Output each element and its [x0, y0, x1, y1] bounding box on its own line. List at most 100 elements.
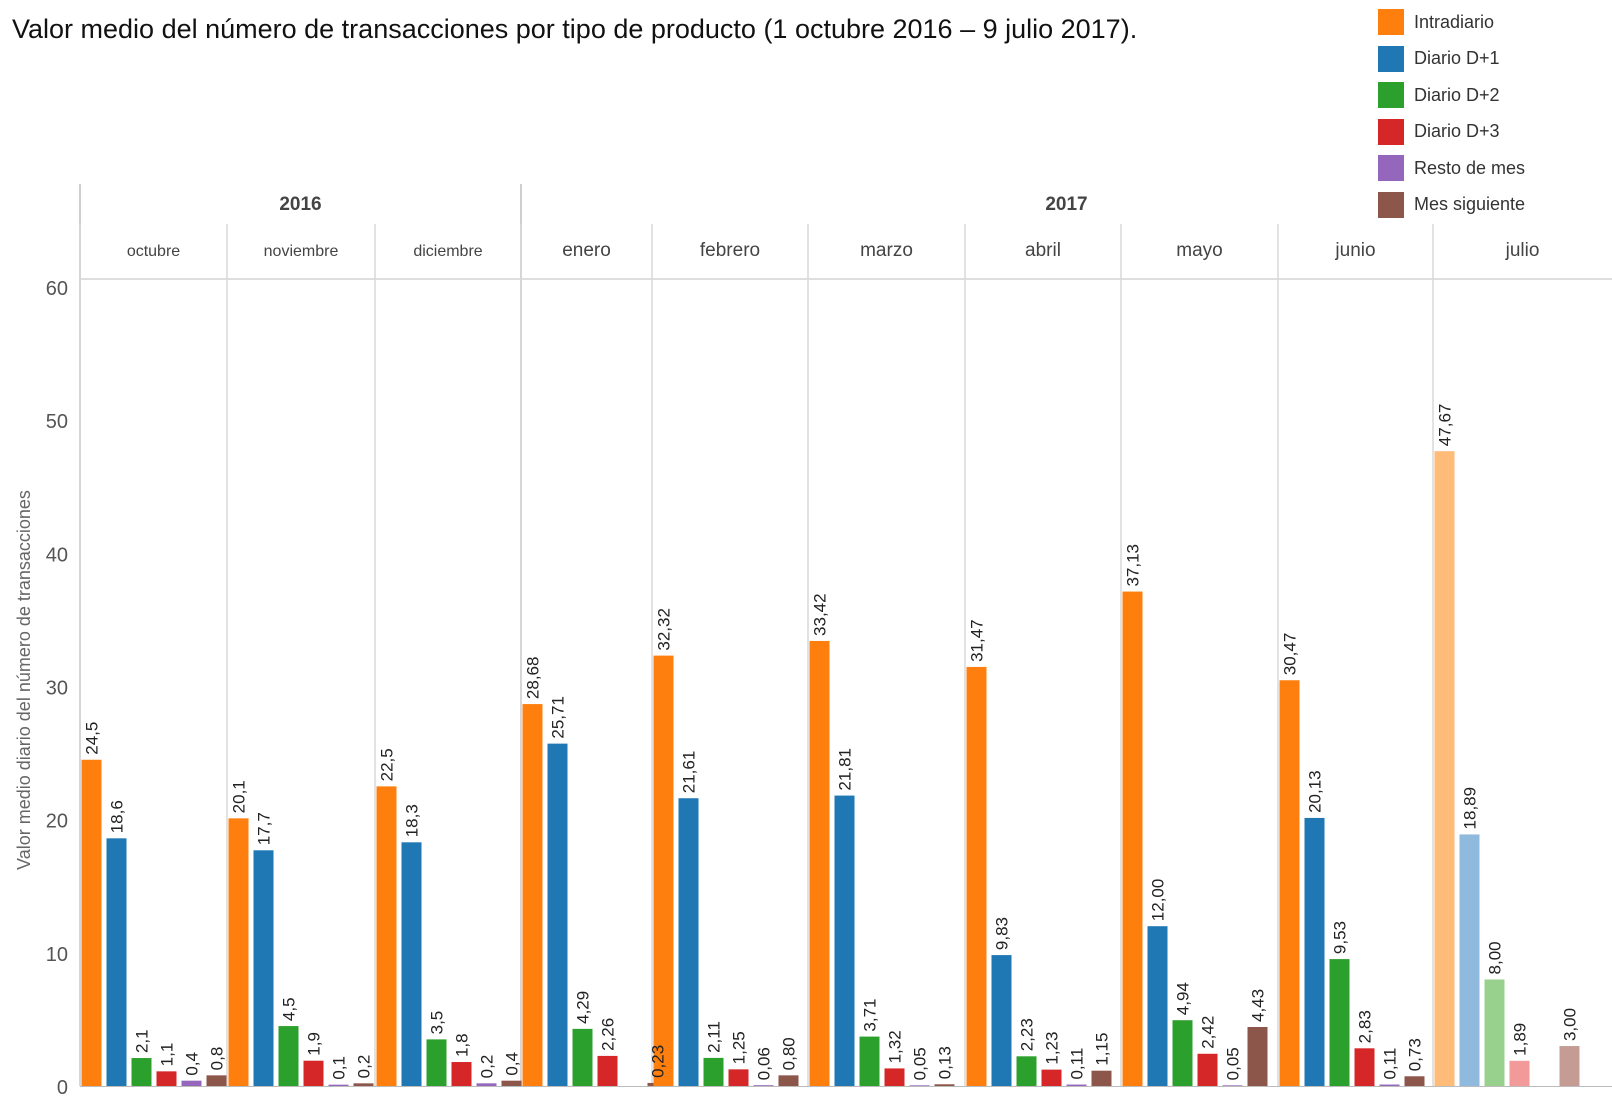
- legend-label: Resto de mes: [1414, 157, 1526, 178]
- data-label-mes-siguiente-mayo: 4,43: [1249, 989, 1268, 1022]
- data-label-intradiario-marzo: 33,42: [811, 593, 830, 636]
- bar-intradiario-enero: [522, 704, 543, 1086]
- data-label-intradiario-noviembre: 20,1: [230, 780, 249, 813]
- bar-diario-d-3-octubre: [156, 1071, 177, 1086]
- data-label-intradiario-diciembre: 22,5: [378, 748, 397, 781]
- legend-item-diario-d-1[interactable]: Diario D+1: [1378, 41, 1525, 78]
- bar-diario-d-2-enero: [572, 1028, 593, 1086]
- legend-label: Mes siguiente: [1414, 194, 1526, 215]
- data-label-diario-d-3-febrero: 1,25: [730, 1031, 749, 1064]
- legend-item-intradiario[interactable]: Intradiario: [1378, 4, 1525, 41]
- data-label-diario-d-2-mayo: 4,94: [1174, 982, 1193, 1015]
- bar-intradiario-julio: [1434, 451, 1455, 1087]
- bar-diario-d-3-febrero: [728, 1069, 749, 1086]
- bar-mes-siguiente-marzo: [934, 1084, 955, 1086]
- y-axis: 0 10 20 30 40 50 60 Valor medio diario del núme…: [14, 278, 68, 1099]
- bar-diario-d-2-febrero: [703, 1057, 724, 1086]
- month-label-octubre: octubre: [127, 243, 180, 260]
- bar-diario-d-2-mayo: [1172, 1020, 1193, 1086]
- bar-diario-d-3-julio: [1509, 1060, 1530, 1086]
- data-label-diario-d-2-octubre: 2,1: [133, 1029, 152, 1053]
- legend-swatch: [1378, 118, 1404, 145]
- bar-diario-d-1-junio: [1304, 817, 1325, 1086]
- bar-mes-siguiente-noviembre: [353, 1083, 374, 1086]
- legend-item-diario-d-3[interactable]: Diario D+3: [1378, 114, 1525, 151]
- data-label-resto-de-mes-febrero: 0,06: [755, 1047, 774, 1080]
- month-label-diciembre: diciembre: [413, 243, 482, 260]
- data-label-mes-siguiente-enero: 0,23: [649, 1045, 668, 1078]
- data-label-intradiario-abril: 31,47: [968, 619, 987, 662]
- bar-mes-siguiente-abril: [1091, 1070, 1112, 1086]
- data-label-diario-d-3-noviembre: 1,9: [305, 1032, 324, 1056]
- bar-resto-de-mes-diciembre: [476, 1083, 497, 1086]
- month-label-febrero: febrero: [700, 240, 760, 261]
- year-label-2017: 2017: [1045, 194, 1087, 215]
- data-label-mes-siguiente-diciembre: 0,4: [503, 1052, 522, 1076]
- bar-resto-de-mes-octubre: [181, 1080, 202, 1086]
- bar-diario-d-1-mayo: [1147, 926, 1168, 1086]
- y-tick-label-60: 60: [46, 278, 68, 300]
- legend-item-diario-d-2[interactable]: Diario D+2: [1378, 77, 1525, 114]
- bar-resto-de-mes-junio: [1379, 1084, 1400, 1086]
- bar-resto-de-mes-marzo: [909, 1085, 930, 1086]
- chart-title: Valor medio del número de transacciones …: [12, 14, 1138, 44]
- month-label-julio: julio: [1505, 240, 1540, 261]
- bar-intradiario-mayo: [1122, 591, 1143, 1086]
- data-label-resto-de-mes-diciembre: 0,2: [478, 1055, 497, 1079]
- data-label-intradiario-octubre: 24,5: [83, 722, 102, 755]
- bar-diario-d-1-diciembre: [401, 842, 422, 1086]
- bar-intradiario-noviembre: [228, 818, 249, 1086]
- bar-mes-siguiente-febrero: [778, 1075, 799, 1086]
- legend-label: Diario D+2: [1414, 84, 1500, 105]
- data-label-diario-d-1-octubre: 18,6: [108, 800, 127, 833]
- y-tick-label-0: 0: [57, 1077, 68, 1099]
- data-label-diario-d-1-mayo: 12,00: [1149, 879, 1168, 922]
- data-label-diario-d-3-enero: 2,26: [599, 1018, 618, 1051]
- y-tick-label-40: 40: [46, 544, 68, 566]
- bar-resto-de-mes-mayo: [1222, 1085, 1243, 1086]
- data-label-mes-siguiente-junio: 0,73: [1406, 1038, 1425, 1071]
- legend-label: Intradiario: [1414, 11, 1495, 32]
- data-label-resto-de-mes-abril: 0,11: [1068, 1048, 1087, 1080]
- data-label-diario-d-2-marzo: 3,71: [861, 999, 880, 1032]
- month-label-mayo: mayo: [1176, 240, 1222, 261]
- legend-swatch: [1378, 155, 1404, 182]
- bar-intradiario-abril: [966, 666, 987, 1086]
- y-tick-label-20: 20: [46, 811, 68, 833]
- bar-intradiario-diciembre: [376, 786, 397, 1086]
- data-label-diario-d-1-abril: 9,83: [993, 917, 1012, 950]
- y-tick-label-50: 50: [46, 411, 68, 433]
- data-label-resto-de-mes-octubre: 0,4: [183, 1052, 202, 1076]
- data-label-diario-d-1-enero: 25,71: [549, 696, 568, 739]
- data-label-diario-d-2-abril: 2,23: [1018, 1018, 1037, 1051]
- data-label-resto-de-mes-marzo: 0,05: [911, 1047, 930, 1080]
- bar-mes-siguiente-julio: [1559, 1046, 1580, 1086]
- bar-diario-d-3-mayo: [1197, 1053, 1218, 1086]
- legend-item-resto-de-mes[interactable]: Resto de mes: [1378, 150, 1525, 187]
- bar-diario-d-1-marzo: [834, 795, 855, 1086]
- legend-label: Diario D+1: [1414, 48, 1500, 69]
- data-label-resto-de-mes-junio: 0,11: [1381, 1048, 1400, 1080]
- bar-resto-de-mes-noviembre: [328, 1084, 349, 1086]
- bar-mes-siguiente-octubre: [206, 1075, 227, 1086]
- month-label-marzo: marzo: [860, 240, 913, 261]
- y-tick-label-30: 30: [46, 678, 68, 700]
- bar-diario-d-2-julio: [1484, 979, 1505, 1086]
- chart-frame: 2016 2017 octubre noviembre diciembre enero fe…: [79, 184, 1612, 1087]
- bar-diario-d-3-diciembre: [451, 1062, 472, 1086]
- bar-diario-d-3-noviembre: [303, 1060, 324, 1086]
- data-label-mes-siguiente-febrero: 0,80: [780, 1037, 799, 1070]
- month-label-noviembre: noviembre: [264, 243, 339, 260]
- legend-swatch: [1378, 9, 1404, 36]
- bar-diario-d-2-marzo: [859, 1036, 880, 1086]
- legend-item-mes-siguiente[interactable]: Mes siguiente: [1378, 187, 1525, 224]
- data-label-intradiario-mayo: 37,13: [1124, 544, 1143, 587]
- bar-diario-d-1-octubre: [106, 838, 127, 1086]
- data-label-diario-d-1-junio: 20,13: [1306, 770, 1325, 813]
- month-label-junio: junio: [1334, 240, 1375, 261]
- y-tick-label-10: 10: [46, 944, 68, 966]
- data-label-diario-d-2-noviembre: 4,5: [280, 997, 299, 1021]
- data-label-intradiario-febrero: 32,32: [655, 608, 674, 651]
- data-label-diario-d-3-octubre: 1,1: [158, 1043, 177, 1067]
- bar-mes-siguiente-diciembre: [501, 1080, 522, 1086]
